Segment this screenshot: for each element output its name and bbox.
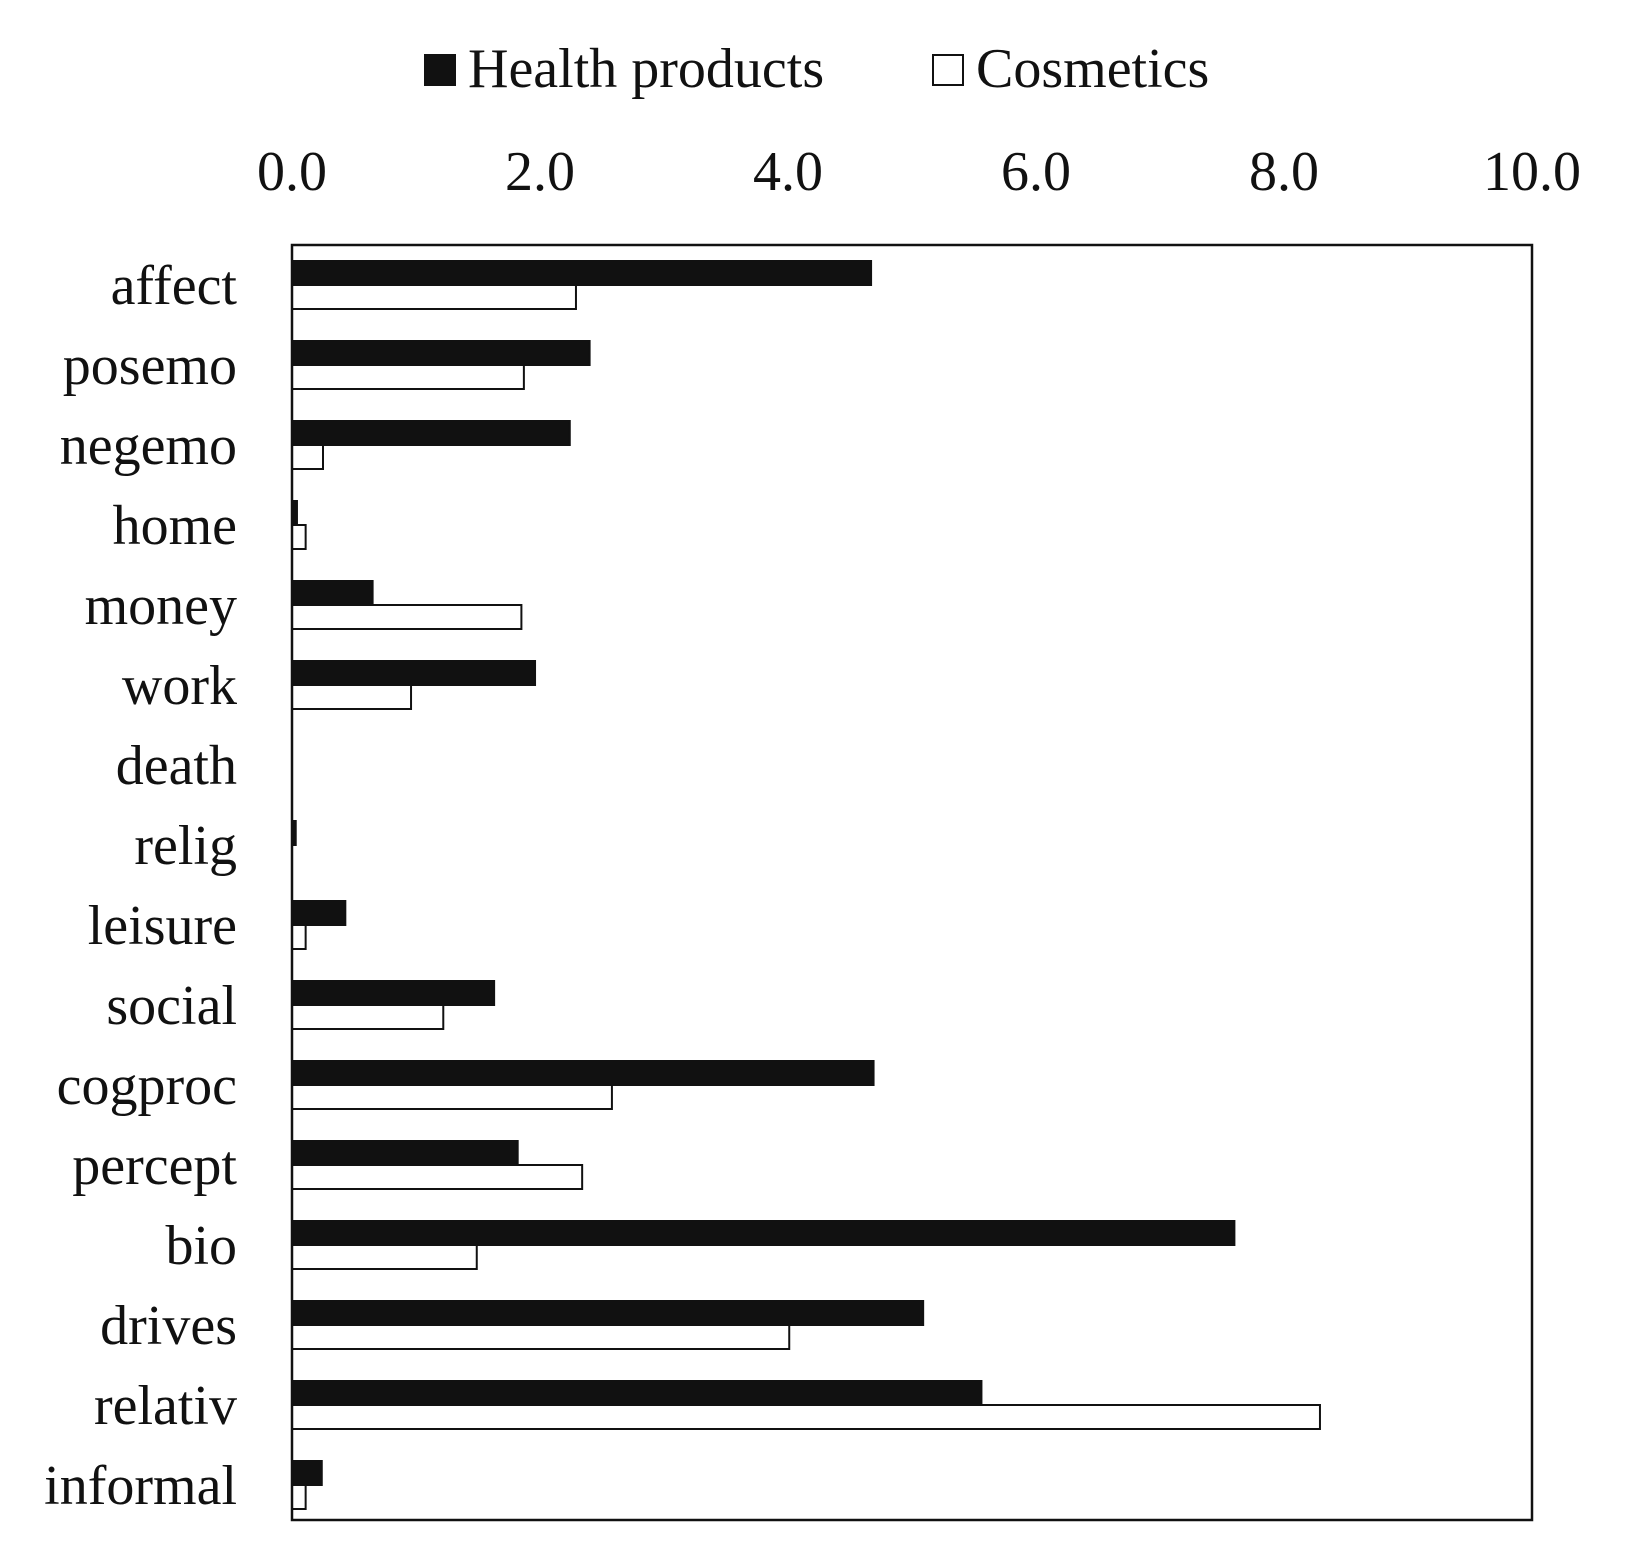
- category-label-relativ: relativ: [94, 1375, 237, 1437]
- category-label-drives: drives: [100, 1295, 237, 1357]
- legend-swatch-health-products: [424, 54, 456, 86]
- x-tick-label: 4.0: [753, 141, 823, 203]
- category-label-affect: affect: [111, 255, 238, 317]
- category-label-informal: informal: [44, 1455, 237, 1517]
- x-axis-ticks: 0.0 2.0 4.0 6.0 8.0 10.0: [257, 141, 1581, 203]
- bar-health-products-bio: [291, 1220, 1236, 1246]
- bar-health-products-posemo: [291, 340, 591, 366]
- bar-cosmetics-percept: [291, 1164, 584, 1190]
- plot-area-frame: [290, 243, 1534, 1522]
- x-tick-label: 8.0: [1249, 141, 1319, 203]
- category-label-social: social: [106, 975, 237, 1037]
- x-tick-label: 10.0: [1483, 141, 1581, 203]
- category-label-death: death: [116, 735, 237, 797]
- category-labels: affect posemo negemo home money work death reli…: [44, 255, 237, 1517]
- bar-health-products-percept: [291, 1140, 519, 1166]
- bar-health-products-affect: [291, 260, 873, 286]
- x-tick-label: 6.0: [1001, 141, 1071, 203]
- legend-swatch-cosmetics: [932, 54, 964, 86]
- bar-cosmetics-cogproc: [291, 1084, 613, 1110]
- bar-cosmetics-affect: [291, 284, 577, 310]
- legend: Health products Cosmetics: [424, 38, 1209, 100]
- x-tick-label: 2.0: [505, 141, 575, 203]
- bar-cosmetics-posemo: [291, 364, 525, 390]
- x-tick-label: 0.0: [257, 141, 327, 203]
- category-label-leisure: leisure: [88, 895, 237, 957]
- bar-cosmetics-work: [291, 684, 413, 710]
- category-label-posemo: posemo: [63, 335, 237, 397]
- bar-health-products-money: [291, 580, 374, 606]
- bar-health-products-social: [291, 980, 496, 1006]
- bar-cosmetics-drives: [291, 1324, 791, 1350]
- bar-cosmetics-informal: [291, 1484, 307, 1510]
- category-label-home: home: [113, 495, 237, 557]
- bar-health-products-cogproc: [291, 1060, 875, 1086]
- bar-health-products-informal: [291, 1460, 323, 1486]
- bar-cosmetics-money: [291, 604, 523, 630]
- category-label-bio: bio: [165, 1215, 237, 1277]
- bar-health-products-leisure: [291, 900, 347, 926]
- category-label-relig: relig: [134, 815, 237, 877]
- category-label-negemo: negemo: [60, 415, 237, 477]
- bar-health-products-relativ: [291, 1380, 983, 1406]
- legend-label-health-products: Health products: [468, 38, 824, 100]
- bar-cosmetics-social: [291, 1004, 445, 1030]
- bar-cosmetics-relativ: [291, 1404, 1321, 1430]
- bar-health-products-negemo: [291, 420, 571, 446]
- category-label-work: work: [122, 655, 237, 717]
- category-label-cogproc: cogproc: [57, 1055, 237, 1117]
- category-label-money: money: [85, 575, 237, 637]
- legend-label-cosmetics: Cosmetics: [976, 38, 1209, 100]
- bars: [291, 260, 1321, 1510]
- bar-cosmetics-bio: [291, 1244, 478, 1270]
- bar-cosmetics-home: [291, 524, 307, 550]
- bar-health-products-drives: [291, 1300, 925, 1326]
- bar-cosmetics-leisure: [291, 924, 307, 950]
- bar-cosmetics-negemo: [291, 444, 324, 470]
- category-label-percept: percept: [72, 1135, 237, 1197]
- bar-health-products-work: [291, 660, 537, 686]
